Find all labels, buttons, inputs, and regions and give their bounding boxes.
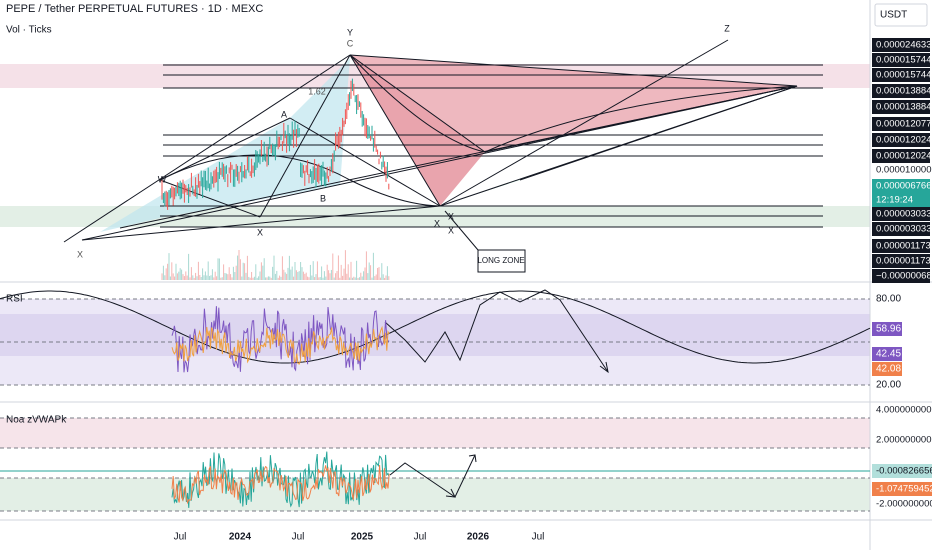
price-tag (872, 179, 930, 193)
price-label: 0.000013884 (876, 102, 931, 113)
arrow-head (445, 454, 477, 498)
countdown-tag (872, 193, 930, 207)
price-label: −0.000000688 (876, 271, 932, 282)
price-label: 0.000012077 (876, 119, 931, 130)
time-label: Jul (532, 532, 545, 543)
wave-label: C (347, 38, 354, 48)
wave-label: X (434, 218, 440, 228)
currency[interactable]: USDT (880, 10, 907, 21)
price-label: 0.000015744 (876, 55, 931, 66)
drawings (63, 39, 823, 251)
wave-label: Z (724, 23, 730, 33)
rsi-projection (384, 289, 609, 373)
time-label: 2026 (467, 532, 490, 543)
price-tag (872, 38, 930, 52)
time-label: 2024 (229, 532, 252, 543)
price-tag (872, 254, 930, 268)
price-label: 0.000010000 (876, 165, 931, 176)
price-label: 0.000015744 (876, 70, 931, 81)
wave-label: W (158, 174, 167, 184)
rsi-label: 20.00 (876, 380, 901, 391)
price-label: 0.000001173 (876, 241, 931, 252)
price-tag (872, 117, 930, 131)
pattern-fill (350, 55, 485, 206)
price-label: 0.000012024 (876, 151, 931, 162)
vwap-projection (389, 462, 456, 498)
wave-label: X (77, 249, 83, 259)
wave-label: X (448, 211, 454, 221)
vwap-smooth (171, 464, 390, 505)
pattern-fill (350, 55, 797, 152)
rsi-inner-band (0, 314, 870, 356)
wave-label: X (257, 227, 263, 237)
time-label: Jul (414, 532, 427, 543)
wave-label: A (281, 109, 287, 119)
rsi-tag (872, 362, 902, 376)
rsi-ma (171, 325, 390, 365)
vwap-label: 4.000000000 (876, 405, 931, 416)
countdown: 12:19:24 (876, 195, 913, 206)
vwap-title: Noa zVWAPk (6, 415, 67, 426)
rsi-title: RSI (6, 294, 23, 305)
price-tag (872, 68, 930, 82)
arrow-head (599, 361, 609, 374)
wave-label: Y (347, 27, 353, 37)
rsi-levels (0, 298, 870, 512)
rsi-label: 42.45 (876, 349, 901, 360)
wave-label: X (448, 225, 454, 235)
price-label: 0.000013884 (876, 86, 931, 97)
harmonic-fill (100, 58, 350, 232)
price-tag (872, 149, 930, 163)
rsi-label: 80.00 (876, 294, 901, 305)
long-zone-box (477, 249, 526, 273)
rsi-label: 58.96 (876, 324, 901, 335)
cycle-wave (0, 290, 871, 364)
time-label: Jul (174, 532, 187, 543)
vwap-tag (872, 482, 932, 496)
price-label: 0.000024633 (876, 40, 931, 51)
price-tag (872, 53, 930, 67)
currency-button[interactable] (874, 3, 928, 27)
price-tag (872, 100, 930, 114)
rsi-label: 42.08 (876, 364, 901, 375)
price-tag (872, 269, 930, 283)
price-tag (872, 207, 930, 221)
vwap-label: 2.000000000 (876, 435, 931, 446)
vwap-tag (872, 464, 932, 478)
rsi-tag (872, 347, 902, 361)
price-candles (161, 78, 390, 280)
vwap-projection (454, 454, 476, 498)
price-tag (872, 133, 930, 147)
price-label: 0.000006766 (876, 181, 931, 192)
price-tag (872, 239, 930, 253)
rsi-tag (872, 322, 902, 336)
chart-title: PEPE / Tether PERPETUAL FUTURES · 1D · M… (6, 3, 263, 15)
vwap-label: -2.000000000 (876, 499, 932, 510)
price-tag (872, 222, 930, 236)
vwap-upper-band (0, 418, 870, 448)
price-label: 0.000003033 (876, 224, 931, 235)
price-tag (872, 84, 930, 98)
time-label: Jul (292, 532, 305, 543)
price-label: 0.000012024 (876, 135, 931, 146)
time-label: 2025 (351, 532, 374, 543)
volume-label: Vol · Ticks (6, 25, 52, 36)
vwap-label: -1.074759452 (876, 484, 932, 495)
wave-label: 1.62 (308, 86, 326, 96)
wave-label: LONG ZONE (477, 256, 524, 265)
price-label: 0.000001173 (876, 256, 931, 267)
vwap-label: -0.000826656 (876, 466, 932, 477)
price-label: 0.000003033 (876, 209, 931, 220)
wave-label: B (320, 193, 326, 203)
